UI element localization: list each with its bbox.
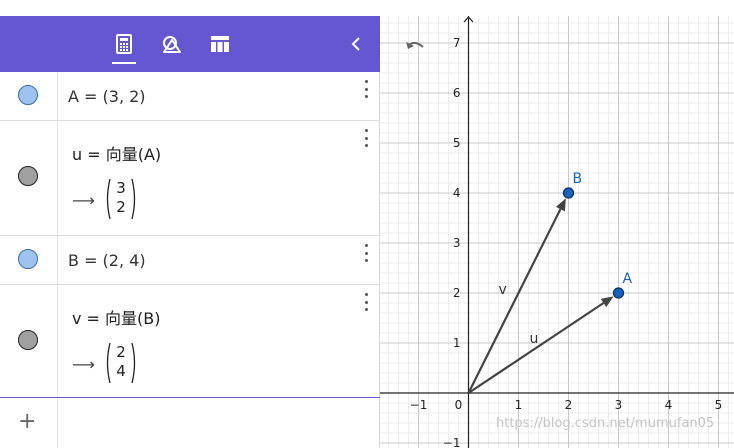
- vector-u-line[interactable]: [467, 302, 605, 394]
- vector-u-label: u: [530, 331, 539, 347]
- algebra-row-vector-v[interactable]: v = 向量(B) ⟶ 2 4: [0, 285, 380, 398]
- axes: [380, 16, 734, 448]
- vector-v-y: 4: [116, 362, 126, 380]
- row-divider: [57, 285, 58, 397]
- minor-grid: [380, 16, 734, 448]
- vector-u-x: 3: [116, 179, 126, 197]
- y-tick-label: 3: [453, 236, 461, 250]
- algebra-row-point-a[interactable]: A = (3, 2): [0, 72, 380, 121]
- vector-v-line[interactable]: [467, 208, 562, 394]
- y-tick-label: 7: [453, 36, 461, 50]
- more-menu-v[interactable]: [362, 291, 370, 313]
- chevron-left-icon: [351, 37, 360, 51]
- algebra-input-row[interactable]: +: [0, 398, 380, 448]
- vectors[interactable]: uv: [467, 198, 614, 394]
- row-divider: [57, 121, 58, 235]
- algebra-definition-v[interactable]: v = 向量(B): [72, 309, 161, 328]
- algebra-definition-u[interactable]: u = 向量(A): [72, 145, 162, 164]
- algebra-view: A = (3, 2) u = 向量(A) ⟶ 3 2 B = (2, 4) v …: [0, 16, 380, 448]
- vector-u-arrowhead: [600, 296, 614, 308]
- row-divider: [57, 236, 58, 284]
- vector-output-u: 3 2: [104, 177, 138, 221]
- y-tick-label: 1: [453, 336, 461, 350]
- more-menu-a[interactable]: [362, 78, 370, 100]
- x-tick-label: 1: [515, 398, 523, 412]
- algebra-row-point-b[interactable]: B = (2, 4): [0, 236, 380, 285]
- geometry-tools-tab-icon: [163, 36, 181, 53]
- add-icon[interactable]: +: [18, 409, 37, 434]
- point-A-label: A: [623, 271, 633, 287]
- vector-v-label: v: [499, 282, 507, 298]
- more-menu-u[interactable]: [362, 127, 370, 149]
- algebra-toolbar: [0, 16, 380, 72]
- algebra-tab-icon: [116, 34, 132, 54]
- table-tab-icon: [211, 36, 229, 52]
- active-tab-indicator: [112, 62, 136, 64]
- points[interactable]: AB: [562, 171, 633, 299]
- major-grid: [380, 16, 734, 448]
- undo-button[interactable]: [404, 38, 428, 58]
- point-A[interactable]: [612, 287, 625, 299]
- undo-icon: [406, 41, 424, 49]
- visibility-toggle-u[interactable]: [18, 166, 38, 186]
- y-tick-label: 5: [453, 136, 461, 150]
- vector-u-y: 2: [116, 198, 126, 216]
- y-tick-label: 2: [453, 286, 461, 300]
- more-menu-b[interactable]: [362, 242, 370, 264]
- algebra-row-vector-u[interactable]: u = 向量(A) ⟶ 3 2: [0, 121, 380, 236]
- y-tick-label: 6: [453, 86, 461, 100]
- output-arrow: ⟶: [72, 191, 95, 210]
- vector-v-x: 2: [116, 343, 126, 361]
- row-divider: [57, 72, 58, 120]
- x-tick-label: 2: [565, 398, 573, 412]
- collapse-algebra-button[interactable]: [342, 30, 370, 58]
- visibility-toggle-v[interactable]: [18, 330, 38, 350]
- x-tick-label: 5: [715, 398, 723, 412]
- point-B[interactable]: [562, 187, 575, 199]
- output-arrow: ⟶: [72, 355, 95, 374]
- y-tick-label: −1: [443, 436, 461, 448]
- x-tick-label: −1: [410, 398, 428, 412]
- algebra-expression-b[interactable]: B = (2, 4): [68, 251, 146, 270]
- vector-output-v: 2 4: [104, 341, 138, 385]
- watermark-text: https://blog.csdn.net/mumufan05: [496, 416, 715, 431]
- x-tick-label: 4: [665, 398, 673, 412]
- x-tick-label: 0: [455, 398, 463, 412]
- tick-labels: −1 0 1 2 3 4 5 7 6 5 4 3 2 1 −1: [410, 36, 723, 448]
- y-axis-arrowhead: [463, 16, 474, 23]
- algebra-input-field[interactable]: [68, 398, 380, 448]
- geometry-tools-tab-button[interactable]: [158, 30, 186, 58]
- algebra-tab-button[interactable]: [110, 30, 138, 64]
- visibility-toggle-b[interactable]: [18, 249, 38, 269]
- y-tick-label: 4: [453, 186, 461, 200]
- x-tick-label: 3: [615, 398, 623, 412]
- algebra-expression-a[interactable]: A = (3, 2): [68, 87, 146, 106]
- visibility-toggle-a[interactable]: [18, 85, 38, 105]
- point-B-label: B: [573, 171, 583, 187]
- row-divider: [57, 398, 58, 448]
- table-tab-button[interactable]: [206, 30, 234, 58]
